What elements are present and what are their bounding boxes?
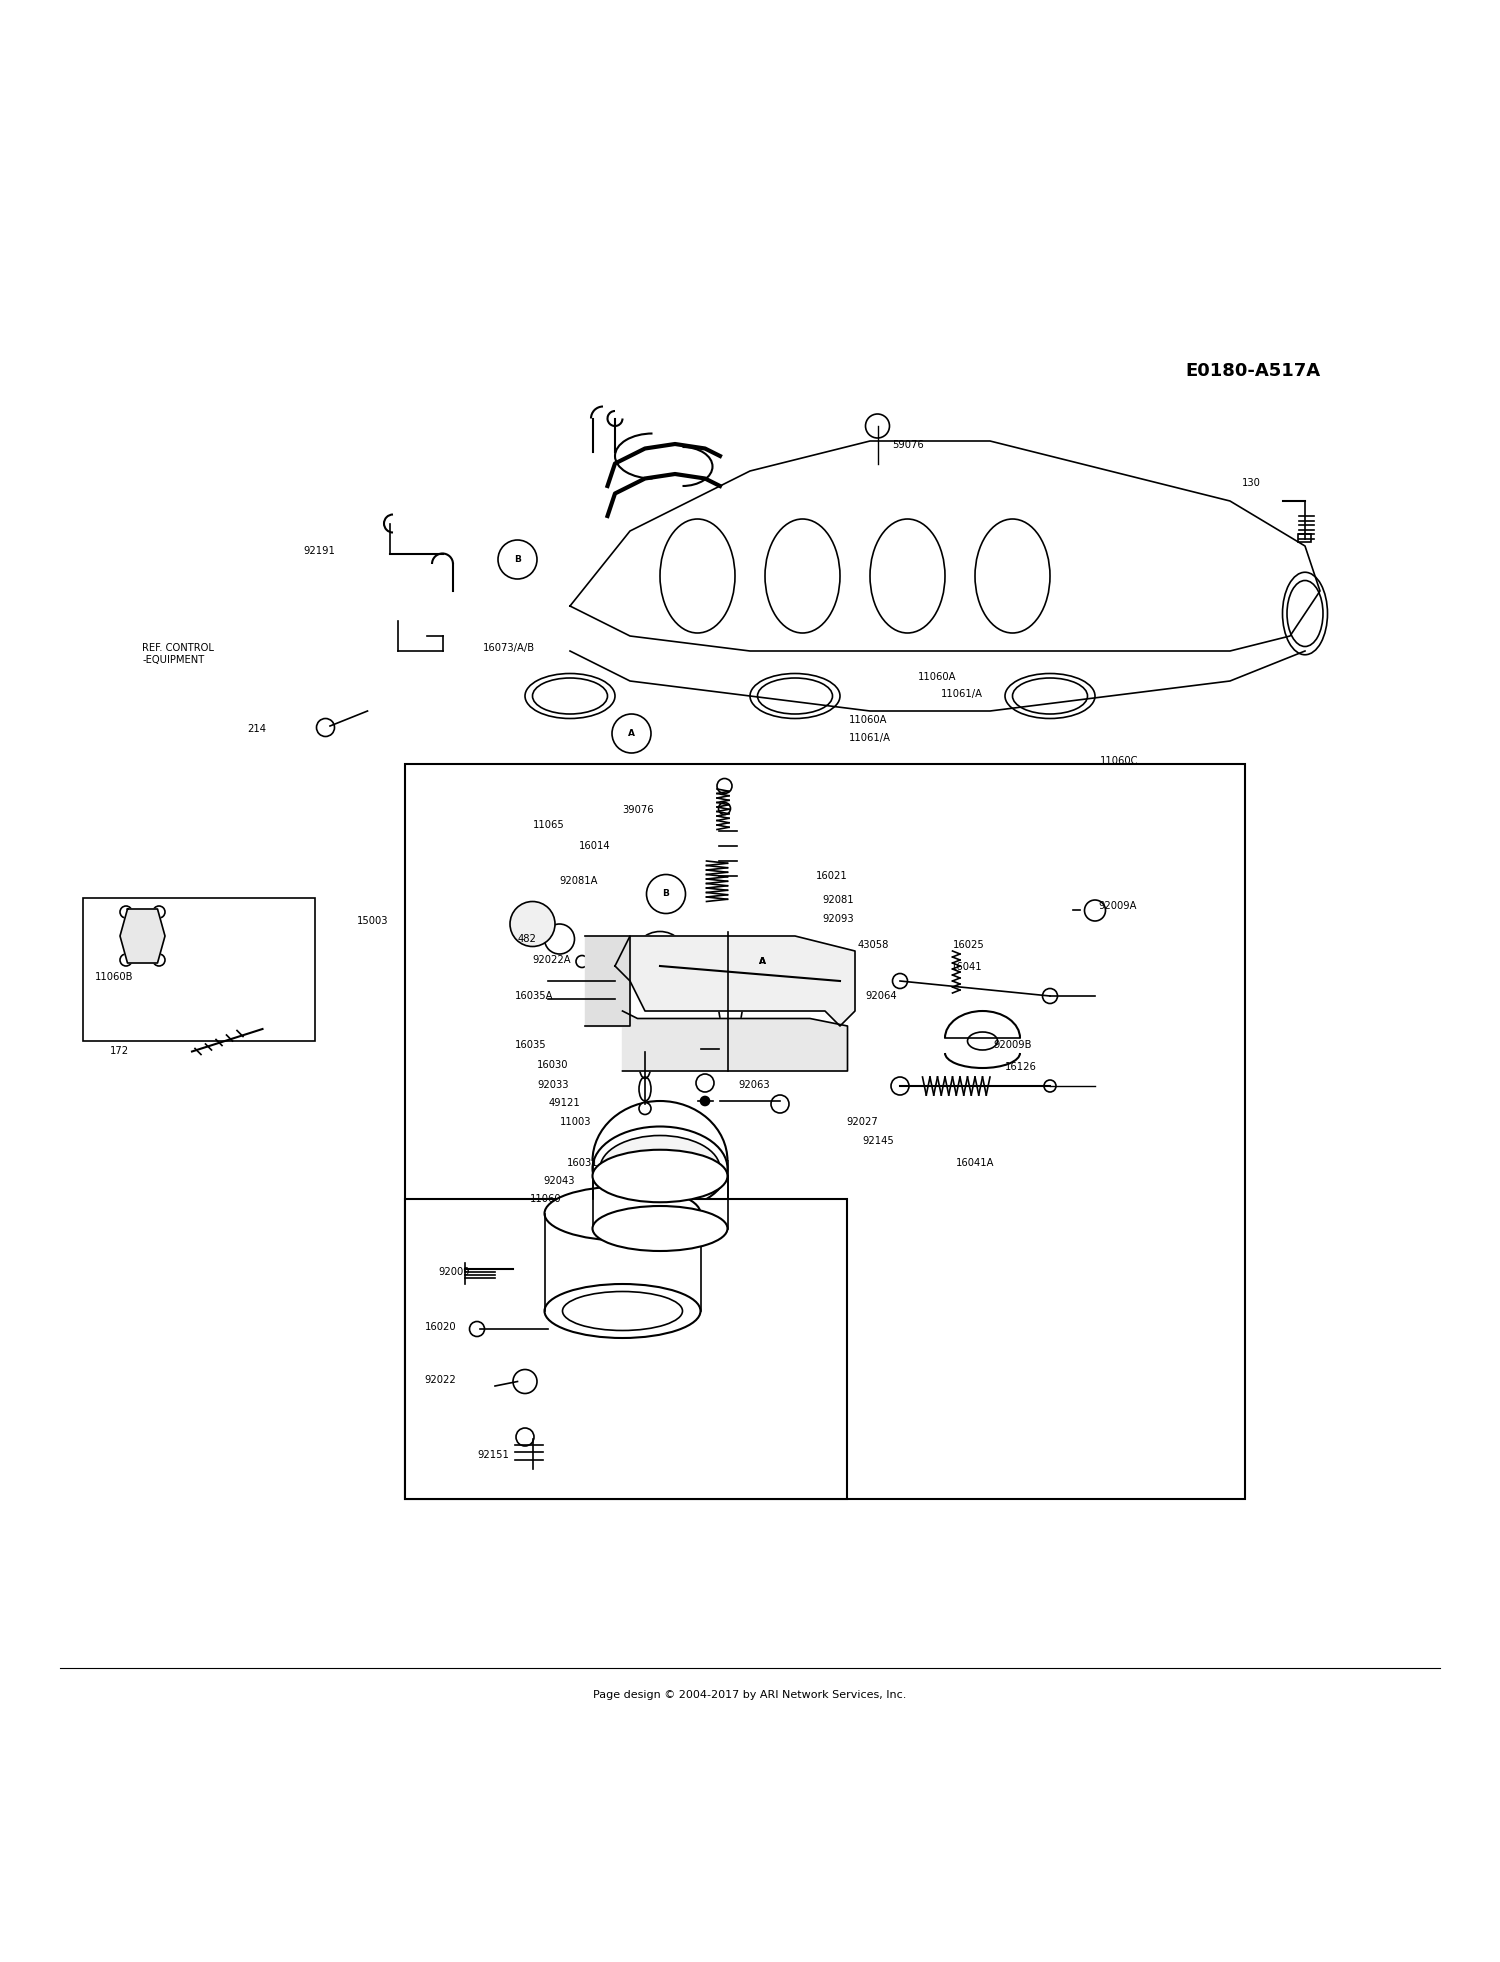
- Text: REF. CONTROL
-EQUIPMENT: REF. CONTROL -EQUIPMENT: [142, 644, 214, 665]
- Circle shape: [516, 1428, 534, 1446]
- Text: 39076: 39076: [622, 804, 654, 814]
- Text: Page design © 2004-2017 by ARI Network Services, Inc.: Page design © 2004-2017 by ARI Network S…: [594, 1689, 906, 1699]
- Ellipse shape: [544, 1283, 700, 1338]
- Circle shape: [544, 924, 574, 954]
- Text: A: A: [628, 730, 634, 738]
- Text: 92064: 92064: [865, 991, 897, 1001]
- Polygon shape: [585, 936, 630, 1026]
- Text: 43058: 43058: [858, 940, 889, 950]
- Circle shape: [510, 901, 555, 946]
- Ellipse shape: [592, 1207, 728, 1252]
- FancyBboxPatch shape: [82, 899, 315, 1042]
- Text: 11060B: 11060B: [94, 971, 134, 981]
- Ellipse shape: [1005, 673, 1095, 718]
- Text: 92009: 92009: [438, 1267, 470, 1277]
- Circle shape: [668, 965, 698, 997]
- Text: A: A: [759, 957, 765, 965]
- Text: 172: 172: [110, 1046, 129, 1056]
- Bar: [1298, 534, 1311, 542]
- Circle shape: [513, 1369, 537, 1393]
- Text: 11060C: 11060C: [1100, 755, 1138, 765]
- Circle shape: [747, 946, 777, 977]
- Text: 16041A: 16041A: [956, 1158, 994, 1167]
- Text: 15003: 15003: [357, 916, 388, 926]
- Text: 92151: 92151: [477, 1450, 508, 1460]
- Text: 16035: 16035: [514, 1040, 546, 1050]
- Text: 92063: 92063: [738, 1079, 770, 1089]
- Text: 11060A: 11060A: [849, 714, 888, 726]
- Text: 16020: 16020: [424, 1322, 456, 1332]
- Text: 11060A: 11060A: [918, 671, 957, 681]
- Text: 11065: 11065: [532, 820, 564, 830]
- Ellipse shape: [544, 1187, 700, 1240]
- Text: 92022A: 92022A: [532, 955, 572, 965]
- Circle shape: [892, 973, 908, 989]
- Ellipse shape: [1282, 573, 1328, 655]
- Circle shape: [470, 1322, 484, 1336]
- Text: 16041: 16041: [951, 963, 982, 973]
- Text: 11061/A: 11061/A: [849, 734, 891, 744]
- Text: 92043: 92043: [543, 1175, 574, 1185]
- Text: 16014: 16014: [579, 842, 610, 852]
- Polygon shape: [615, 936, 855, 1026]
- Text: 92191: 92191: [303, 545, 334, 555]
- Text: 16031: 16031: [567, 1158, 598, 1167]
- Text: B: B: [663, 889, 669, 899]
- Circle shape: [120, 906, 132, 918]
- Text: 214: 214: [248, 724, 267, 734]
- FancyBboxPatch shape: [405, 1199, 847, 1499]
- Circle shape: [639, 1103, 651, 1114]
- Circle shape: [891, 1077, 909, 1095]
- FancyBboxPatch shape: [405, 763, 1245, 1499]
- Circle shape: [120, 954, 132, 965]
- Circle shape: [153, 954, 165, 965]
- Polygon shape: [120, 908, 165, 963]
- Circle shape: [633, 932, 687, 985]
- Circle shape: [645, 944, 675, 973]
- Text: 16126: 16126: [1005, 1061, 1036, 1071]
- Circle shape: [576, 955, 588, 967]
- Circle shape: [1042, 989, 1058, 1003]
- Text: 11060: 11060: [530, 1193, 561, 1203]
- Text: 92027: 92027: [846, 1116, 877, 1126]
- Text: 92081: 92081: [822, 895, 854, 904]
- Ellipse shape: [600, 1136, 720, 1201]
- Text: 92081A: 92081A: [560, 875, 598, 885]
- Circle shape: [771, 1095, 789, 1112]
- Text: 92022: 92022: [424, 1375, 456, 1385]
- Polygon shape: [622, 1010, 848, 1071]
- Text: 92145: 92145: [862, 1136, 894, 1146]
- Text: 11003: 11003: [560, 1116, 591, 1126]
- Text: 482: 482: [518, 934, 537, 944]
- Circle shape: [718, 1040, 736, 1058]
- Text: 92009B: 92009B: [993, 1040, 1032, 1050]
- Circle shape: [865, 414, 889, 438]
- Text: 49121: 49121: [549, 1097, 580, 1107]
- Circle shape: [717, 779, 732, 793]
- Ellipse shape: [525, 673, 615, 718]
- Circle shape: [153, 906, 165, 918]
- Text: 16030: 16030: [537, 1059, 568, 1069]
- Ellipse shape: [750, 673, 840, 718]
- Text: 16021: 16021: [816, 871, 848, 881]
- Ellipse shape: [592, 1150, 728, 1203]
- Text: 92093: 92093: [822, 914, 854, 924]
- Text: 16035A: 16035A: [514, 991, 554, 1001]
- Text: 130: 130: [1242, 479, 1262, 489]
- Text: 16073/A/B: 16073/A/B: [483, 644, 536, 653]
- Circle shape: [1084, 901, 1106, 920]
- Text: 92009A: 92009A: [1098, 901, 1137, 910]
- Circle shape: [718, 802, 730, 814]
- Text: 16025: 16025: [952, 940, 984, 950]
- Text: 59076: 59076: [892, 441, 924, 451]
- Circle shape: [316, 718, 334, 736]
- Circle shape: [696, 1073, 714, 1093]
- Text: E0180-A517A: E0180-A517A: [1185, 361, 1320, 379]
- Text: 11061/A: 11061/A: [940, 689, 982, 700]
- Text: A: A: [759, 957, 765, 965]
- Text: B: B: [514, 555, 520, 563]
- Circle shape: [1044, 1079, 1056, 1093]
- Circle shape: [700, 1097, 709, 1105]
- Text: 92033: 92033: [537, 1079, 568, 1089]
